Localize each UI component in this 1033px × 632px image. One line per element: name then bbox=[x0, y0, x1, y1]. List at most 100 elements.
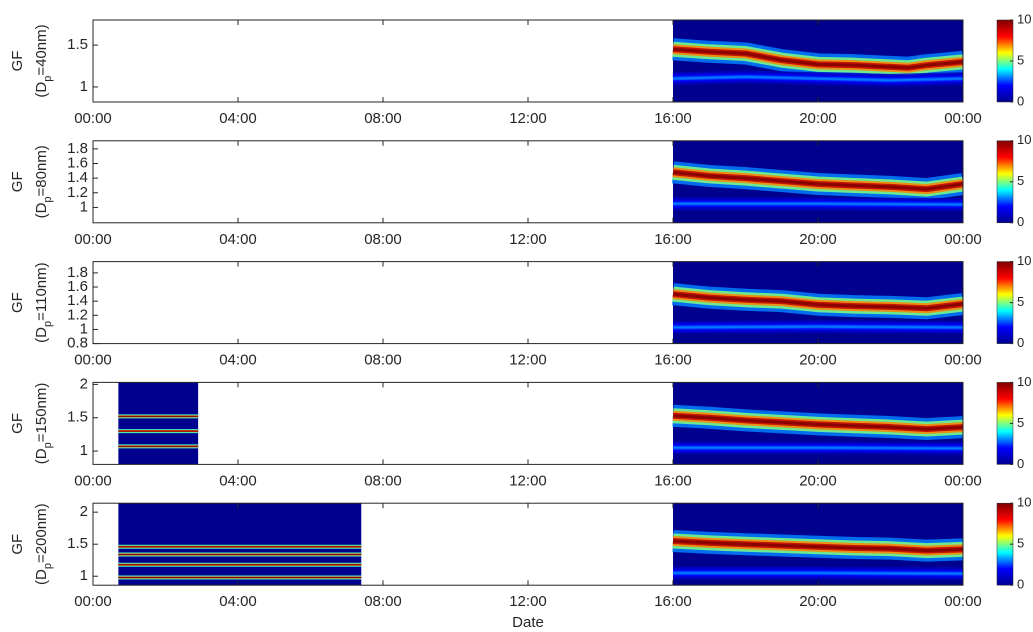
y-label-part: (D bbox=[33, 327, 50, 343]
x-tick-label: 12:00 bbox=[509, 593, 547, 610]
colorbar-tick-label: 0 bbox=[1017, 456, 1024, 471]
y-tick-label: 2 bbox=[80, 375, 88, 392]
y-label-part: =80nm) bbox=[33, 145, 50, 196]
y-label-part: =110nm) bbox=[33, 262, 50, 321]
y-label-part: p bbox=[42, 563, 54, 569]
plot-area bbox=[118, 503, 963, 586]
y-tick-label: 1.4 bbox=[67, 169, 88, 186]
y-tick-label: 1 bbox=[80, 320, 88, 337]
x-tick-label: 08:00 bbox=[364, 593, 402, 610]
x-tick-label: 00:00 bbox=[944, 110, 982, 127]
x-tick-label: 12:00 bbox=[509, 231, 547, 248]
x-tick-label: 04:00 bbox=[219, 231, 257, 248]
x-tick-label: 04:00 bbox=[219, 352, 257, 369]
y-label: GF bbox=[9, 413, 26, 434]
plot-area bbox=[118, 382, 963, 465]
x-tick-label: 20:00 bbox=[799, 352, 837, 369]
y-tick-label: 1.8 bbox=[67, 140, 88, 157]
panel: 00:00 04:00 08:00 12:00 16:00 20:00 00:00 1 1.5 2… bbox=[9, 495, 1032, 632]
x-tick-label: 00:00 bbox=[944, 593, 982, 610]
colorbar-tick-label: 5 bbox=[1017, 52, 1024, 67]
x-tick-label: 00:00 bbox=[944, 231, 982, 248]
ridge bbox=[672, 292, 963, 310]
y-tick-label: 1.5 bbox=[67, 409, 88, 426]
y-tick-label: 1.6 bbox=[67, 154, 88, 171]
y-label: GF bbox=[9, 171, 26, 192]
x-tick-label: 16:00 bbox=[654, 593, 692, 610]
y-label-part: =150nm) bbox=[33, 383, 50, 443]
y-tick-label: 1.6 bbox=[67, 278, 88, 295]
colorbar-tick-label: 10 bbox=[1017, 374, 1031, 389]
x-tick-label: 04:00 bbox=[219, 110, 257, 127]
panel: 00:00 04:00 08:00 12:00 16:00 20:00 00:00 1 1.5 2… bbox=[9, 374, 1032, 490]
y-tick-label: 1.8 bbox=[67, 264, 88, 281]
x-tick-label: 12:00 bbox=[509, 352, 547, 369]
y-label-part: p bbox=[42, 442, 54, 448]
y-label-part: p bbox=[42, 321, 54, 327]
panel: 00:00 04:00 08:00 12:00 16:00 20:00 00:00 1 1.5 G… bbox=[9, 11, 1032, 127]
y-tick-label: 1 bbox=[80, 198, 88, 215]
x-tick-label: 00:00 bbox=[74, 110, 112, 127]
colorbar-tick-label: 0 bbox=[1017, 335, 1024, 350]
y-label-part: (D bbox=[33, 82, 50, 98]
colorbar-tick-label: 10 bbox=[1017, 132, 1031, 147]
y-label-part: (D bbox=[33, 569, 50, 585]
y-label: GF bbox=[9, 292, 26, 313]
y-label: GF bbox=[9, 51, 26, 72]
panel: 00:00 04:00 08:00 12:00 16:00 20:00 00:0011.21… bbox=[9, 132, 1032, 248]
y-tick-label: 1.5 bbox=[67, 535, 88, 552]
x-tick-label: 00:00 bbox=[944, 472, 982, 489]
y-label-part: (D bbox=[33, 448, 50, 464]
ridge bbox=[672, 47, 963, 70]
x-label: Date bbox=[512, 614, 544, 631]
x-tick-label: 12:00 bbox=[509, 110, 547, 127]
y-label-part: =40nm) bbox=[33, 24, 50, 75]
colorbar-tick-label: 5 bbox=[1017, 294, 1024, 309]
x-tick-label: 20:00 bbox=[799, 593, 837, 610]
ridge bbox=[672, 539, 963, 553]
y-tick-label: 1 bbox=[80, 442, 88, 459]
y-label-part: (D bbox=[33, 202, 50, 218]
y-tick-label: 0.8 bbox=[67, 335, 88, 352]
block bbox=[118, 503, 362, 586]
colorbar-tick-label: 5 bbox=[1017, 173, 1024, 188]
ridge bbox=[673, 572, 963, 575]
colorbar-tick-label: 0 bbox=[1017, 93, 1024, 108]
colorbar-tick-label: 10 bbox=[1017, 11, 1031, 26]
x-tick-label: 16:00 bbox=[654, 231, 692, 248]
x-tick-label: 08:00 bbox=[364, 231, 402, 248]
y-label: (Dp=200nm) bbox=[33, 503, 54, 585]
ridge bbox=[672, 414, 963, 431]
y-tick-label: 1.2 bbox=[67, 306, 88, 323]
plot-area bbox=[672, 20, 963, 102]
y-tick-label: 1.4 bbox=[67, 292, 88, 309]
x-tick-label: 08:00 bbox=[364, 352, 402, 369]
y-label: GF bbox=[9, 534, 26, 555]
y-label: (Dp=40nm) bbox=[33, 24, 54, 97]
block bbox=[118, 382, 199, 465]
x-tick-label: 08:00 bbox=[364, 110, 402, 127]
y-label-part: p bbox=[42, 196, 54, 202]
y-tick-label: 1 bbox=[80, 78, 88, 95]
panel: 00:00 04:00 08:00 12:00 16:00 20:00 00:000.811… bbox=[9, 253, 1032, 369]
x-tick-label: 20:00 bbox=[799, 231, 837, 248]
x-tick-label: 16:00 bbox=[654, 110, 692, 127]
y-label: (Dp=110nm) bbox=[33, 262, 54, 342]
colorbar-tick-label: 10 bbox=[1017, 495, 1031, 510]
y-tick-label: 2 bbox=[80, 503, 88, 520]
x-tick-label: 00:00 bbox=[74, 472, 112, 489]
x-tick-label: 16:00 bbox=[654, 472, 692, 489]
plot-area bbox=[671, 140, 963, 223]
y-tick-label: 1.5 bbox=[67, 36, 88, 53]
plot-area bbox=[671, 261, 963, 344]
y-label-part: p bbox=[42, 76, 54, 82]
ridge bbox=[672, 76, 963, 82]
x-tick-label: 04:00 bbox=[219, 593, 257, 610]
y-tick-label: 1 bbox=[80, 567, 88, 584]
ridge bbox=[672, 170, 963, 191]
x-tick-label: 12:00 bbox=[509, 472, 547, 489]
x-tick-label: 04:00 bbox=[219, 472, 257, 489]
y-label: (Dp=150nm) bbox=[33, 383, 54, 465]
colorbar-tick-label: 5 bbox=[1017, 536, 1024, 551]
